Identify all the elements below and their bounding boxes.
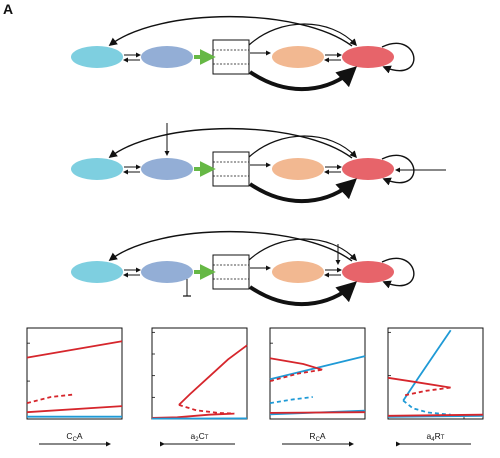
cdc42-t-node: [342, 46, 394, 68]
gef-abr-gap-box: [212, 39, 250, 75]
plot-frame: [26, 327, 123, 420]
series-line-3: [387, 414, 484, 418]
series-line-2: [178, 404, 235, 415]
axis-label-part: C: [316, 437, 321, 443]
chart-panel-c: a2CT: [151, 327, 248, 447]
cdc42-t-self-loop: [381, 257, 415, 289]
series-line-6: [387, 413, 484, 417]
rho-t-node: [141, 46, 193, 68]
chart-panel-b: CCA: [26, 327, 123, 447]
series-line-1: [178, 344, 248, 406]
cdc42-t-node: [342, 261, 394, 283]
gap-to-cdc42-t-arc: [248, 281, 357, 307]
box-to-cdc42-t-arc: [248, 135, 357, 159]
rho-t-node: [141, 158, 193, 180]
series-line-5: [269, 368, 323, 382]
chart-panel-e: a4RT: [387, 327, 484, 447]
axis-label-part: 2: [195, 437, 199, 443]
axis-label-part: T: [441, 435, 445, 441]
axis-label-part: R: [309, 431, 315, 441]
axis-label-part: C: [73, 437, 78, 443]
cdc42-t-self-loop: [381, 154, 415, 186]
gef-abr-gap-box: [212, 254, 250, 290]
series-line-3: [151, 412, 235, 419]
gap-to-cdc42-t-arc: [248, 66, 357, 92]
series-line-2: [26, 393, 73, 404]
plot-frame: [151, 327, 248, 420]
series-line-5: [404, 386, 451, 397]
pathway-row-3: [71, 231, 415, 307]
series-line-1: [402, 329, 452, 402]
series-line-3: [26, 405, 123, 414]
series-line-1: [26, 340, 123, 359]
series-line-4: [269, 357, 323, 371]
cdc42-to-rho-arc: [108, 128, 353, 159]
series-line-6: [269, 411, 366, 414]
rho-d-node: [71, 46, 123, 68]
cdc42-t-self-loop: [381, 42, 415, 74]
axis-label-part: 4: [431, 437, 435, 443]
axis-label-part: A: [320, 431, 326, 441]
axis-label-part: C: [199, 431, 205, 441]
gap-to-cdc42-t-arc: [248, 178, 357, 204]
panel-a-diagram: [71, 16, 446, 307]
plot-frame: [269, 327, 366, 420]
gef-abr-gap-box: [212, 151, 250, 187]
cdc42-to-rho-arc: [108, 16, 353, 47]
box-to-cdc42-t-arc: [248, 238, 357, 262]
plot-frame: [387, 327, 484, 420]
cdc42-d-node: [272, 46, 324, 68]
axis-label-part: A: [77, 431, 83, 441]
series-line-4: [387, 376, 451, 389]
x-axis-label: RCA: [309, 431, 325, 443]
charts: CCA a2CT RCA a4RT: [26, 327, 484, 447]
axis-label-part: a: [191, 431, 196, 441]
x-axis-label: a4RT: [427, 431, 445, 443]
cdc42-to-rho-arc: [108, 231, 353, 262]
axis-label-part: R: [435, 431, 441, 441]
axis-label-part: T: [205, 435, 209, 441]
rho-t-node: [141, 261, 193, 283]
pathway-row-2: [71, 123, 446, 204]
rho-d-node: [71, 158, 123, 180]
panel-a-letter: A: [3, 1, 13, 17]
axis-label-part: C: [66, 431, 72, 441]
chart-panel-d: RCA: [269, 327, 366, 447]
axis-label-part: a: [427, 431, 432, 441]
series-line-2: [402, 399, 451, 416]
box-to-cdc42-t-arc: [248, 23, 357, 47]
pathway-row-1: [71, 16, 415, 92]
rho-d-node: [71, 261, 123, 283]
cdc42-t-node: [342, 158, 394, 180]
cdc42-d-node: [272, 158, 324, 180]
x-axis-label: CCA: [66, 431, 82, 443]
cdc42-d-node: [272, 261, 324, 283]
x-axis-label: a2CT: [191, 431, 209, 443]
series-line-2: [269, 396, 313, 404]
